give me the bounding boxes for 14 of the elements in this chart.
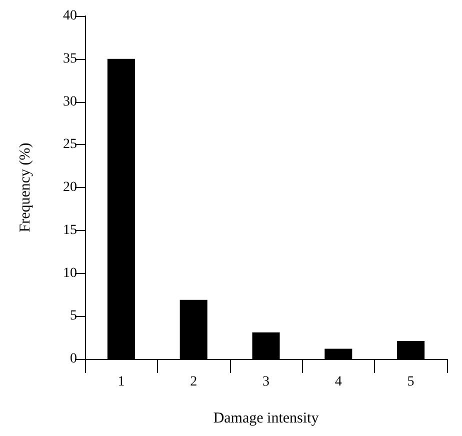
y-tick-label: 15 xyxy=(63,222,77,238)
x-tick-label: 4 xyxy=(334,374,342,390)
x-tick-label: 1 xyxy=(118,374,125,390)
y-tick-label: 35 xyxy=(63,51,77,66)
y-tick-label: 10 xyxy=(63,266,77,281)
x-tick-label: 5 xyxy=(407,374,414,390)
x-axis-title: Damage intensity xyxy=(213,410,320,426)
y-tick-label: 30 xyxy=(63,94,77,110)
y-tick-label: 25 xyxy=(63,137,77,152)
y-tick-label: 40 xyxy=(63,8,77,24)
y-axis-title: Frequency (%) xyxy=(18,142,34,232)
x-tick-label: 3 xyxy=(262,374,270,390)
y-tick-label: 20 xyxy=(63,180,77,195)
x-tick-label: 2 xyxy=(190,374,198,390)
